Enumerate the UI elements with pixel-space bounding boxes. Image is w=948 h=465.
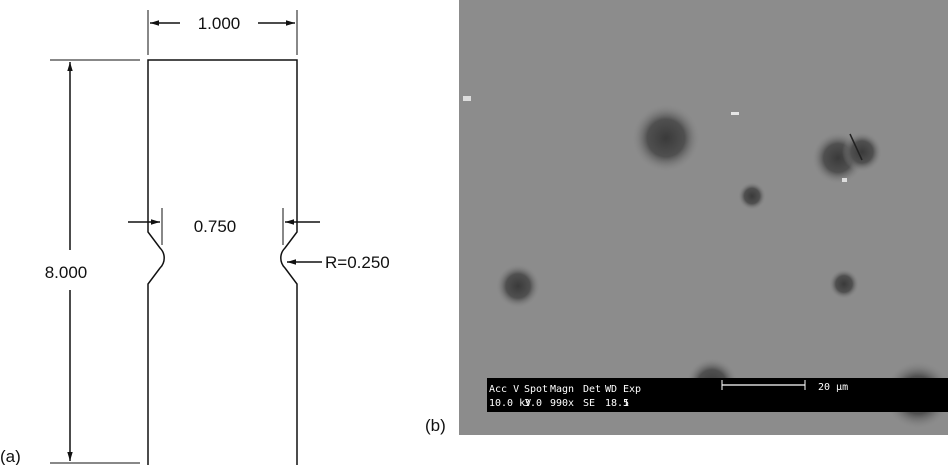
neck-dimension: 0.750 bbox=[194, 217, 237, 236]
panel-label: (b) bbox=[425, 416, 446, 435]
scale-label: 20 µm bbox=[818, 382, 848, 393]
info-header: Acc V bbox=[489, 384, 519, 395]
info-header: Spot bbox=[524, 384, 548, 395]
info-header: Det bbox=[583, 384, 601, 395]
pit bbox=[496, 264, 540, 308]
info-header: WD bbox=[605, 384, 617, 395]
particle bbox=[731, 112, 739, 115]
info-value: 990x bbox=[550, 398, 574, 409]
specimen-drawing: 1.000 8.000 0.750 R=0.250 (a) bbox=[0, 10, 390, 465]
length-dimension: 8.000 bbox=[45, 263, 88, 282]
info-header: Exp bbox=[623, 384, 641, 395]
pit bbox=[842, 132, 882, 172]
particle bbox=[463, 96, 471, 101]
width-dimension: 1.000 bbox=[198, 14, 241, 33]
info-value: 1 bbox=[623, 398, 629, 409]
pit bbox=[632, 104, 700, 172]
info-value: 3.0 bbox=[524, 398, 542, 409]
pit bbox=[829, 269, 859, 299]
radius-dimension: R=0.250 bbox=[325, 253, 390, 272]
figure: 1.000 8.000 0.750 R=0.250 (a) Acc VSpotM bbox=[0, 0, 948, 465]
panel-label: (a) bbox=[0, 447, 21, 465]
particle bbox=[842, 178, 847, 182]
pit bbox=[738, 182, 766, 210]
info-value: SE bbox=[583, 398, 595, 409]
info-header: Magn bbox=[550, 384, 574, 395]
specimen-outline bbox=[148, 60, 297, 465]
